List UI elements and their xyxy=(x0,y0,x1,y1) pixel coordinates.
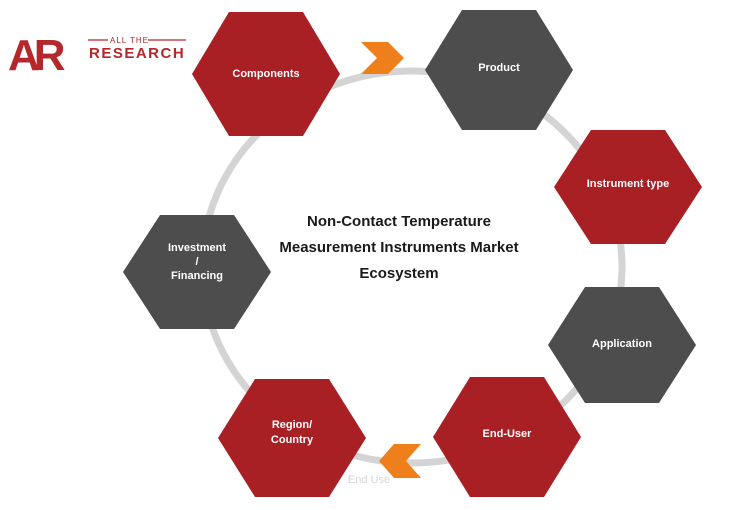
hexagon-shape xyxy=(218,379,366,497)
node-instrument-type: Instrument type xyxy=(554,130,702,244)
node-investment-financing: Investment / Financing xyxy=(123,215,271,329)
hexagon-shape xyxy=(554,130,702,244)
node-label-line: Country xyxy=(271,434,314,446)
node-label-line: / xyxy=(195,256,198,268)
title-line: Ecosystem xyxy=(359,265,438,282)
hexagon-shape xyxy=(123,215,271,329)
node-label-line: Financing xyxy=(171,270,223,282)
flow-arrow-left xyxy=(379,444,421,478)
node-label-line: Product xyxy=(478,62,520,74)
node-application: Application xyxy=(548,287,696,403)
node-label-line: Application xyxy=(592,338,652,350)
node-end-user: End-User xyxy=(433,377,581,497)
node-label-line: End-User xyxy=(483,428,533,440)
node-label-line: Instrument type xyxy=(587,178,670,190)
ghost-label: End Use xyxy=(348,474,390,486)
hexagon-shape xyxy=(433,377,581,497)
node-label-line: Region/ xyxy=(272,419,312,431)
node-components: Components xyxy=(192,12,340,136)
diagram-title: Non-Contact Temperature Measurement Inst… xyxy=(279,213,518,282)
flow-arrow-right xyxy=(361,42,404,74)
logo-tagline-big: RESEARCH xyxy=(89,45,185,62)
node-label-line: Investment xyxy=(168,242,226,254)
node-region-country: Region/ Country xyxy=(218,379,366,497)
logo-mark: AR xyxy=(8,31,65,80)
hexagon-shape xyxy=(192,12,340,136)
hexagon-shape xyxy=(425,10,573,130)
title-line: Measurement Instruments Market xyxy=(279,239,518,256)
node-label-line: Components xyxy=(232,68,299,80)
title-line: Non-Contact Temperature xyxy=(307,213,491,230)
logo-tagline-small: ALL THE xyxy=(110,36,149,45)
brand-logo: AR ALL THE RESEARCH xyxy=(8,31,186,80)
node-product: Product xyxy=(425,10,573,130)
hexagon-shape xyxy=(548,287,696,403)
